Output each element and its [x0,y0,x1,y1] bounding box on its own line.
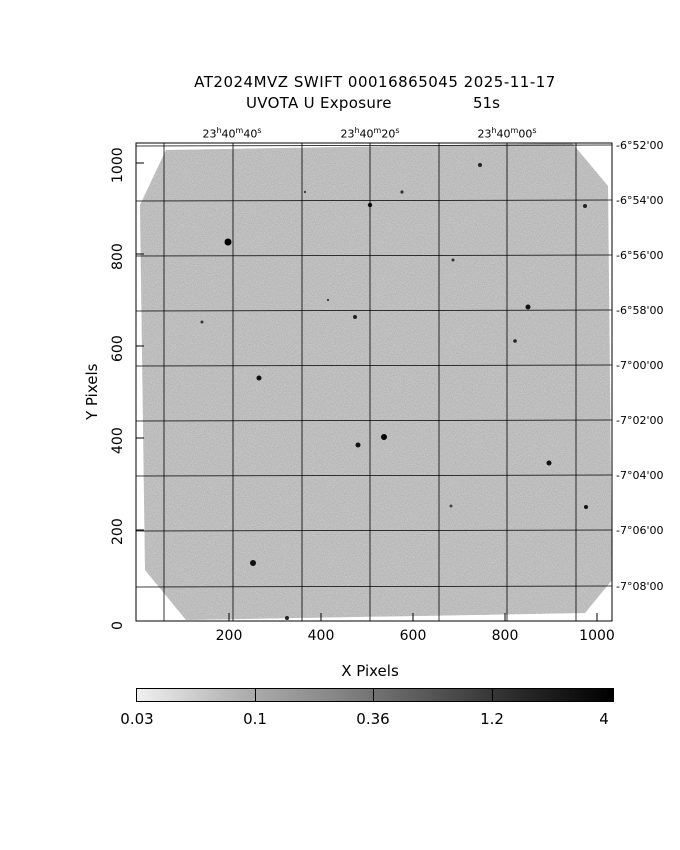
ra-label-3: 23h40m00s [477,126,537,141]
y-tick-label: 400 [110,427,126,454]
x-tick-label: 800 [491,628,519,644]
colorbar-label: 0.1 [243,710,267,728]
x-tick-label: 400 [307,628,335,644]
image-title: AT2024MVZ SWIFT 00016865045 2025-11-17 [194,73,556,91]
y-tick-label: 800 [110,243,126,270]
pixel-ticks [136,162,598,622]
exposure-time: 51s [473,94,500,112]
plot-frame [135,142,613,622]
dec-label: -7°00'00 [616,359,664,372]
ra-label-2: 23h40m20s [340,126,400,141]
coordinate-grid [135,143,613,621]
y-tick-label: 600 [110,335,126,362]
dec-label: -7°08'00 [616,580,664,593]
dec-label: -7°06'00 [616,524,664,537]
y-tick-label: 1000 [110,147,126,183]
y-axis-label: Y Pixels [83,363,101,420]
dec-label: -6°58'00 [616,304,664,317]
x-tick-label: 200 [215,628,243,644]
dec-label: -7°02'00 [616,414,664,427]
image-subtitle: UVOTA U Exposure [246,94,392,112]
colorbar [136,688,614,702]
sources-layer [200,163,588,620]
colorbar-label: 1.2 [480,710,504,728]
ra-label-1: 23h40m40s [202,126,262,141]
exposure-region [140,143,612,620]
x-tick-label: 1000 [579,628,615,644]
colorbar-label: 4 [599,710,609,728]
dec-label: -6°56'00 [616,249,664,262]
dec-label: -7°04'00 [616,469,664,482]
y-tick-label: 0 [110,621,126,630]
colorbar-label: 0.03 [120,710,154,728]
colorbar-tick [492,688,493,702]
dec-label: -6°54'00 [616,194,664,207]
colorbar-tick [373,688,374,702]
x-axis-label: X Pixels [341,662,399,680]
dec-label: -6°52'00 [616,139,664,152]
y-tick-label: 200 [110,518,126,545]
colorbar-tick [255,688,256,702]
colorbar-label: 0.36 [356,710,390,728]
x-tick-label: 600 [399,628,427,644]
